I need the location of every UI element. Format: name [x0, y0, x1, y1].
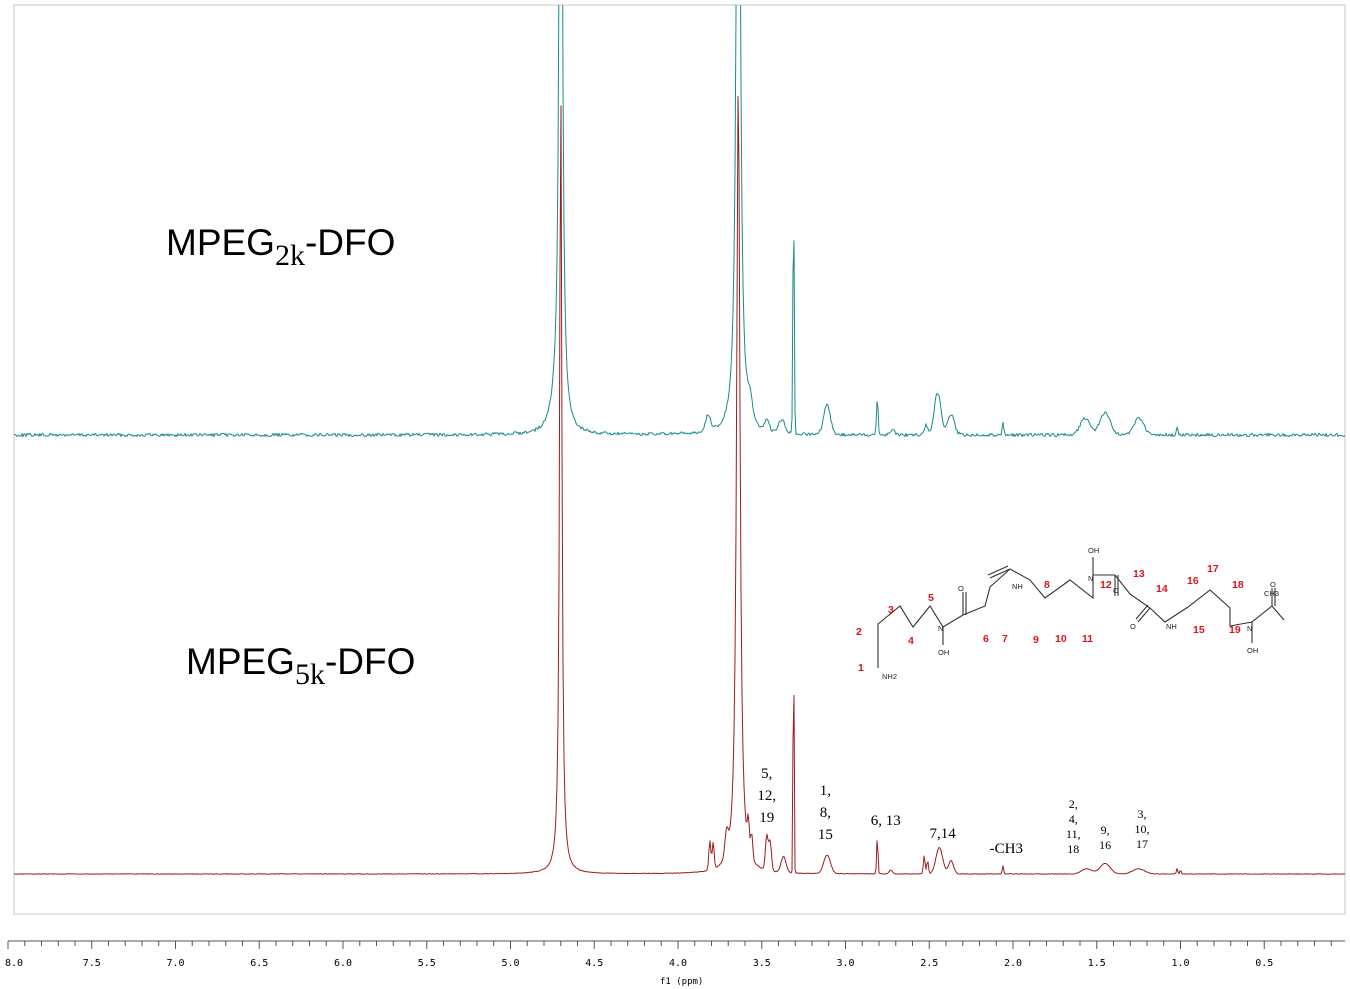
peak-annotation-line: 16: [1099, 838, 1111, 852]
peak-annotation-line: 8,: [820, 805, 831, 821]
series-label-mpeg5k: MPEG5k-DFO: [186, 641, 415, 691]
spectrum-trace-mpeg2k: [14, 5, 1345, 438]
structure-atom-label: NH: [1012, 582, 1023, 591]
peak-annotation: 6, 13: [871, 813, 901, 829]
x-tick-label: 0.5: [1255, 958, 1273, 969]
structure-position-number: 18: [1232, 579, 1244, 591]
peak-annotation: -CH3: [990, 841, 1023, 857]
structure-position-number: 12: [1100, 579, 1112, 591]
peak-annotation-line: -CH3: [990, 841, 1023, 857]
peak-annotation-line: 19: [759, 810, 774, 826]
peak-annotation-line: 6, 13: [871, 813, 901, 829]
peak-annotation-line: 11,: [1066, 827, 1081, 841]
peak-annotation-line: 2,: [1069, 797, 1078, 811]
peak-annotation-line: 3,: [1137, 807, 1146, 821]
structure-atom-label: OH: [1088, 546, 1099, 555]
structure-atom-label: O: [1113, 586, 1119, 595]
structure-atom-label: NH: [1166, 622, 1177, 631]
x-tick-label: 4.5: [585, 958, 603, 969]
x-tick-label: 2.5: [920, 958, 938, 969]
x-tick-label: 4.0: [669, 958, 687, 969]
structure-atom-label: NH2: [882, 672, 897, 681]
peak-annotation-line: 4,: [1069, 812, 1078, 826]
dfo-structure: [877, 557, 1285, 668]
structure-position-number: 6: [983, 633, 989, 645]
peak-annotation-line: 1,: [820, 783, 831, 799]
structure-position-number: 7: [1002, 633, 1008, 645]
peak-annotation-line: 18: [1067, 842, 1079, 856]
structure-position-number: 5: [928, 592, 934, 604]
structure-atom-label: O: [958, 584, 964, 593]
structure-position-number: 3: [888, 604, 894, 616]
structure-atom-label: O: [1270, 580, 1276, 589]
structure-position-number: 2: [856, 626, 862, 638]
spectrum-trace-mpeg5k: [14, 95, 1345, 875]
peak-annotation: 3, 10, 17: [1134, 807, 1149, 851]
structure-position-number: 13: [1133, 568, 1145, 580]
x-axis-ticks: 8.0 7.5 7.0 6.5 6.0 5.5 5.0 4.5 4.0 3.5 3.0 2.5 2.0 1…: [5, 941, 1332, 969]
peak-annotation-line: 5,: [761, 766, 772, 782]
peak-annotation-line: 10,: [1134, 822, 1149, 836]
peak-annotation-line: 17: [1136, 837, 1148, 851]
structure-atom-label: OH: [1247, 646, 1258, 655]
structure-atom-label: O: [1130, 622, 1136, 631]
structure-position-number: 16: [1187, 575, 1199, 587]
structure-atom-label: N: [1247, 624, 1252, 633]
peak-annotation: 2, 4, 11, 18: [1066, 797, 1081, 856]
structure-position-number: 8: [1044, 579, 1050, 591]
x-tick-label: 5.0: [501, 958, 519, 969]
x-tick-label: 1.0: [1171, 958, 1189, 969]
x-tick-label: 6.5: [250, 958, 268, 969]
structure-position-number: 9: [1033, 634, 1039, 646]
x-axis-title: f1 (ppm): [660, 977, 703, 987]
peak-annotation: 9, 16: [1099, 823, 1111, 852]
structure-atom-label: OH: [938, 648, 949, 657]
x-tick-label: 7.0: [166, 958, 184, 969]
structure-position-number: 10: [1055, 633, 1067, 645]
x-tick-label: 1.5: [1088, 958, 1106, 969]
structure-position-number: 11: [1082, 633, 1093, 645]
structure-position-number: 15: [1193, 624, 1205, 636]
x-tick-label: 8.0: [5, 958, 23, 969]
peak-annotation-line: 15: [818, 827, 833, 843]
peak-annotation-line: 9,: [1101, 823, 1110, 837]
structure-position-number: 1: [858, 662, 864, 674]
x-tick-label: 3.0: [836, 958, 854, 969]
peak-annotation-line: 7,14: [930, 826, 957, 842]
x-tick-label: 6.0: [334, 958, 352, 969]
structure-position-number: 17: [1207, 563, 1219, 575]
structure-position-number: 19: [1229, 624, 1241, 636]
peak-annotation: 5, 12, 19: [757, 766, 776, 826]
structure-atom-label: N: [1088, 574, 1093, 583]
structure-position-number: 4: [908, 635, 914, 647]
peak-annotation: 7,14: [930, 826, 957, 842]
x-tick-label: 3.5: [753, 958, 771, 969]
structure-bonds: [877, 568, 1285, 668]
x-tick-label: 2.0: [1004, 958, 1022, 969]
structure-position-number: 14: [1156, 583, 1168, 595]
x-tick-label: 5.5: [418, 958, 436, 969]
peak-annotations: 5, 12, 19 1, 8, 15 6, 13 7,14 -CH3 2, 4, 11, 18 9, 16 3…: [757, 766, 1149, 857]
structure-atom-label: N: [938, 624, 943, 633]
peak-annotation: 1, 8, 15: [818, 783, 833, 843]
plot-frame: [13, 4, 1346, 915]
peak-annotation-line: 12,: [757, 788, 776, 804]
structure-atom-label: CH3: [1264, 589, 1279, 598]
x-tick-label: 7.5: [83, 958, 101, 969]
series-label-mpeg2k: MPEG2k-DFO: [166, 222, 395, 272]
